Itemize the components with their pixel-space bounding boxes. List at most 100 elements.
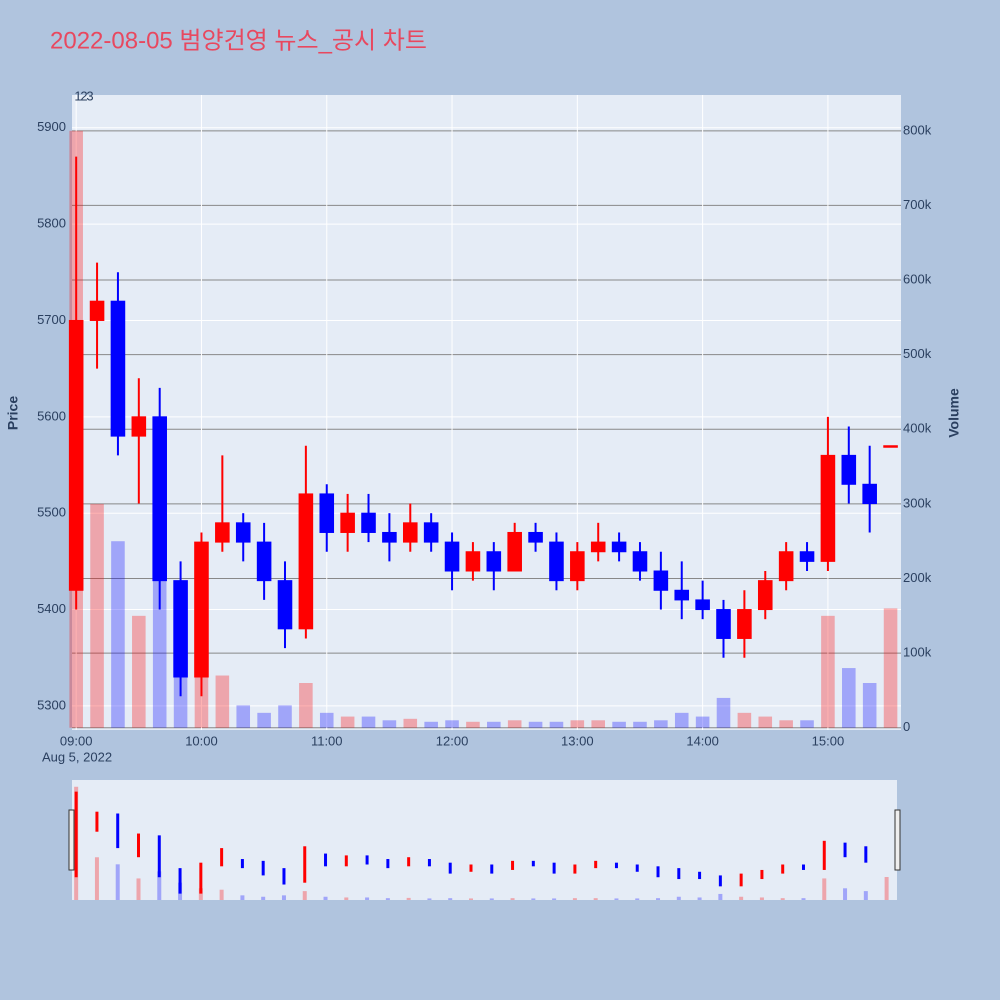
range-slider[interactable] [72, 780, 897, 900]
slider-handle-left[interactable] [68, 809, 75, 871]
slider-volume-bar [656, 898, 661, 900]
plot-area [72, 95, 901, 730]
volume-bar [591, 720, 606, 728]
y-tick-label: 5400 [37, 601, 66, 616]
candle-body [799, 551, 815, 562]
slider-volume-bar [365, 897, 370, 900]
slider-volume-bar [863, 891, 868, 900]
candle-body [841, 454, 857, 485]
x-tick-label: 09:00 [60, 733, 93, 748]
x-tick-label: 12:00 [436, 733, 469, 748]
volume-bar [528, 721, 543, 728]
slider-volume-bar [759, 897, 764, 900]
y-tick-label: 5500 [37, 505, 66, 520]
x-tick-label: 11:00 [311, 733, 343, 748]
candle-body [402, 522, 418, 543]
y-tick-label: 5600 [37, 408, 66, 423]
y2-tick-label: 800k [903, 122, 932, 137]
volume-bar [236, 705, 251, 728]
chart-title: 2022-08-05 범양건영 뉴스_공시 차트 [50, 27, 427, 54]
y2-tick-label: 200k [903, 570, 932, 585]
slider-volume-bar [552, 898, 557, 900]
volume-bar [194, 668, 209, 728]
x-tick-label: 15:00 [812, 733, 845, 748]
candle-body [256, 541, 272, 582]
volume-bar [361, 716, 376, 728]
slider-volume-bar [780, 898, 785, 900]
y2-tick-label: 600k [903, 271, 932, 286]
candle-body [340, 512, 355, 533]
candle-body [89, 300, 105, 321]
volume-bar [466, 721, 480, 728]
volume-bar [862, 682, 877, 728]
slider-volume-bar [115, 864, 120, 900]
volume-bar [319, 712, 334, 728]
volume-bar [758, 716, 773, 728]
volume-bar [215, 675, 230, 728]
volume-bar [424, 721, 438, 728]
candle-body [737, 609, 752, 639]
volume-bar [612, 721, 626, 728]
slider-handle-right[interactable] [894, 809, 901, 871]
candle-body [444, 541, 460, 572]
volume-bar [549, 721, 564, 728]
candle-body [716, 609, 731, 639]
candle-body [549, 541, 564, 582]
slider-volume-bar [136, 878, 141, 900]
candle-body [528, 531, 543, 543]
slider-volume-bar [323, 896, 328, 900]
x-date-label: Aug 5, 2022 [42, 749, 112, 764]
slider-volume-bar [843, 888, 848, 900]
candle-body [298, 493, 314, 630]
candle-body [194, 541, 209, 678]
slider-volume-bar [468, 898, 473, 900]
slider-volume-bar [261, 896, 266, 900]
slider-volume-bar [572, 898, 577, 900]
volume-bar [257, 712, 271, 728]
candle-body [653, 570, 669, 591]
y-tick-label: 5700 [37, 312, 66, 327]
slider-volume-bar [801, 898, 806, 900]
slider-volume-bar [94, 857, 99, 900]
slider-volume-bar [739, 896, 744, 900]
volume-bar [278, 705, 292, 728]
candle-body [590, 541, 606, 553]
volume-bar [111, 541, 125, 728]
slider-volume-bar [614, 898, 619, 900]
annotation: 2 [80, 88, 87, 103]
volume-bar [883, 608, 898, 728]
slider-volume-bar [157, 871, 162, 900]
y2-tick-label: 300k [903, 495, 932, 510]
slider-volume-bar [406, 897, 411, 900]
volume-bar [570, 720, 585, 728]
candle-body [820, 454, 836, 562]
volume-bar [340, 716, 355, 728]
candle-body [570, 551, 585, 582]
volume-bar [507, 720, 522, 728]
volume-bar [695, 716, 710, 728]
volume-bar [779, 720, 793, 728]
slider-volume-bar [219, 889, 224, 900]
volume-bar [654, 720, 668, 728]
y-tick-label: 5300 [37, 697, 66, 712]
slider-volume-bar [822, 878, 827, 900]
slider-volume-bar [302, 891, 307, 900]
slider-volume-bar [344, 897, 349, 900]
x-tick-label: 10:00 [185, 733, 218, 748]
volume-bar [842, 668, 856, 728]
candle-body [382, 531, 397, 543]
y2-tick-label: 500k [903, 346, 932, 361]
volume-bar [821, 615, 835, 728]
candle-body [361, 512, 376, 533]
slider-volume-bar [531, 898, 536, 900]
candle-body [507, 531, 522, 572]
slider-volume-bar [510, 898, 515, 900]
slider-volume-bar [697, 897, 702, 900]
candle-body [611, 541, 627, 553]
slider-volume-bar [884, 877, 889, 900]
volume-bar [800, 720, 814, 728]
slider-volume-bar [593, 898, 598, 900]
candle-body [695, 599, 710, 611]
slider-volume-bar [489, 898, 494, 900]
